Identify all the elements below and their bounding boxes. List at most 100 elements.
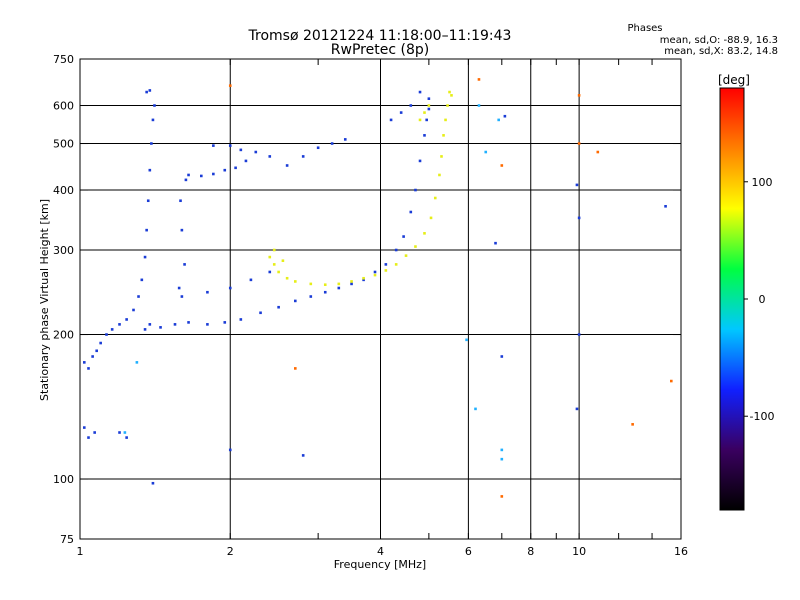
data-point-o — [234, 166, 237, 170]
data-point-x — [404, 254, 408, 257]
x-tick-label: 2 — [227, 545, 234, 558]
y-tick-label: 100 — [53, 473, 74, 486]
data-point-noise — [477, 104, 481, 107]
data-point-o — [427, 97, 431, 100]
data-point-noise — [123, 431, 127, 434]
data-point-o — [132, 308, 135, 312]
data-point-o — [153, 104, 156, 107]
data-point-o — [180, 295, 184, 298]
data-point-o — [389, 118, 393, 122]
data-point-x — [440, 155, 443, 158]
data-point-o — [200, 174, 203, 178]
data-point-o — [87, 367, 90, 370]
data-point-x — [285, 276, 289, 280]
data-point-o — [244, 159, 248, 163]
data-point-o — [95, 349, 98, 353]
x-tick-label: 6 — [465, 545, 472, 558]
data-point-x — [418, 118, 422, 122]
data-point-noise — [670, 379, 673, 383]
data-point-o — [373, 270, 377, 274]
data-point-o — [151, 118, 155, 122]
y-tick-label: 750 — [53, 53, 74, 66]
x-tick-label: 8 — [527, 545, 534, 558]
y-tick-label: 300 — [53, 244, 74, 257]
data-point-x — [429, 216, 433, 220]
data-point-x — [272, 248, 276, 252]
data-point-x — [350, 280, 353, 283]
chart-title: Tromsø 20121224 11:18:00–11:19:43 — [248, 28, 512, 44]
x-axis-label: Frequency [MHz] — [334, 558, 426, 571]
data-point-o — [384, 263, 388, 266]
data-point-noise — [500, 448, 504, 452]
data-point-o — [212, 144, 215, 147]
data-point-o — [228, 286, 232, 290]
data-point-noise — [151, 481, 155, 485]
data-point-x — [362, 276, 365, 280]
data-point-x — [281, 259, 285, 263]
data-point-x — [433, 196, 437, 200]
data-point-o — [309, 295, 313, 298]
stats-title: Phases — [627, 23, 662, 34]
data-point-x — [268, 255, 272, 259]
stats-line-x: mean, sd,X: 83.2, 14.8 — [664, 46, 778, 57]
data-point-noise — [577, 142, 581, 145]
chart-subtitle: RwPretec (8p) — [331, 42, 429, 58]
data-point-x — [373, 273, 377, 277]
data-point-o — [414, 188, 417, 192]
data-point-x — [294, 280, 297, 283]
data-point-noise — [631, 423, 634, 426]
data-point-o — [143, 328, 147, 331]
data-point-o — [223, 321, 227, 324]
data-point-x — [337, 282, 341, 286]
data-point-o — [212, 172, 215, 176]
colorbar-ticks: 100 0 -100 — [744, 176, 774, 423]
data-point-noise — [135, 361, 139, 364]
data-point-o — [118, 431, 121, 434]
data-point-o — [148, 323, 152, 326]
data-point-o — [91, 355, 94, 358]
data-point-o — [418, 90, 422, 94]
data-point-o — [184, 178, 188, 182]
data-point-o — [99, 341, 102, 345]
data-point-o — [125, 436, 128, 439]
data-point-noise — [477, 78, 481, 81]
data-point-o — [427, 107, 431, 111]
data-point-o — [268, 270, 272, 274]
data-points — [82, 78, 673, 498]
data-point-o — [146, 199, 150, 203]
y-tick-label: 400 — [53, 184, 74, 197]
y-axis-label: Stationary phase Virtual Height [km] — [38, 199, 51, 401]
data-point-o — [362, 278, 365, 282]
data-point-noise — [503, 114, 507, 118]
data-point-o — [343, 138, 347, 141]
data-point-o — [118, 323, 121, 326]
data-point-o — [402, 235, 405, 238]
data-point-noise — [577, 94, 581, 97]
data-point-o — [148, 89, 152, 92]
data-point-o — [399, 111, 403, 114]
data-point-o — [150, 142, 153, 145]
data-point-noise — [575, 183, 579, 187]
data-point-noise — [575, 407, 579, 411]
stats-line-o: mean, sd,O: -88.9, 16.3 — [660, 35, 778, 46]
data-point-noise — [500, 495, 504, 498]
data-point-noise — [596, 150, 600, 154]
y-tick-label: 200 — [53, 329, 74, 342]
data-point-o — [330, 142, 334, 145]
data-point-x — [394, 263, 398, 266]
data-point-noise — [497, 118, 500, 122]
data-point-noise — [500, 457, 504, 461]
data-point-o — [228, 144, 232, 147]
data-point-o — [82, 361, 86, 364]
data-point-noise — [577, 216, 581, 220]
data-point-x — [272, 263, 276, 266]
data-point-o — [145, 90, 148, 94]
data-point-o — [180, 228, 184, 232]
data-point-o — [140, 278, 144, 282]
data-point-o — [143, 255, 147, 259]
data-point-noise — [500, 164, 504, 167]
data-point-o — [206, 290, 209, 294]
data-point-o — [223, 168, 227, 172]
data-point-o — [316, 146, 320, 150]
data-point-o — [93, 431, 96, 434]
